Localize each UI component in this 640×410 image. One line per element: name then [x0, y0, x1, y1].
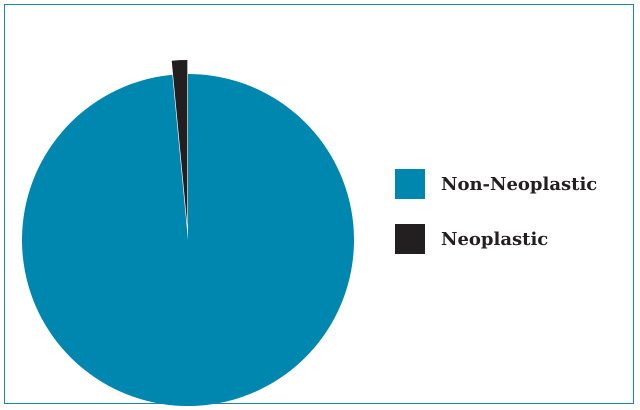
pie-slice-non-neoplastic — [22, 74, 355, 407]
legend: Non-Neoplastic Neoplastic — [395, 168, 597, 278]
pie-slice-neoplastic — [171, 60, 188, 227]
legend-item-neoplastic: Neoplastic — [395, 223, 597, 255]
legend-swatch-neoplastic — [395, 224, 425, 254]
pie-slices — [22, 60, 355, 407]
legend-label-neoplastic: Neoplastic — [441, 228, 549, 250]
legend-label-non-neoplastic: Non-Neoplastic — [441, 173, 598, 195]
legend-swatch-non-neoplastic — [395, 169, 425, 199]
legend-item-non-neoplastic: Non-Neoplastic — [395, 168, 597, 200]
